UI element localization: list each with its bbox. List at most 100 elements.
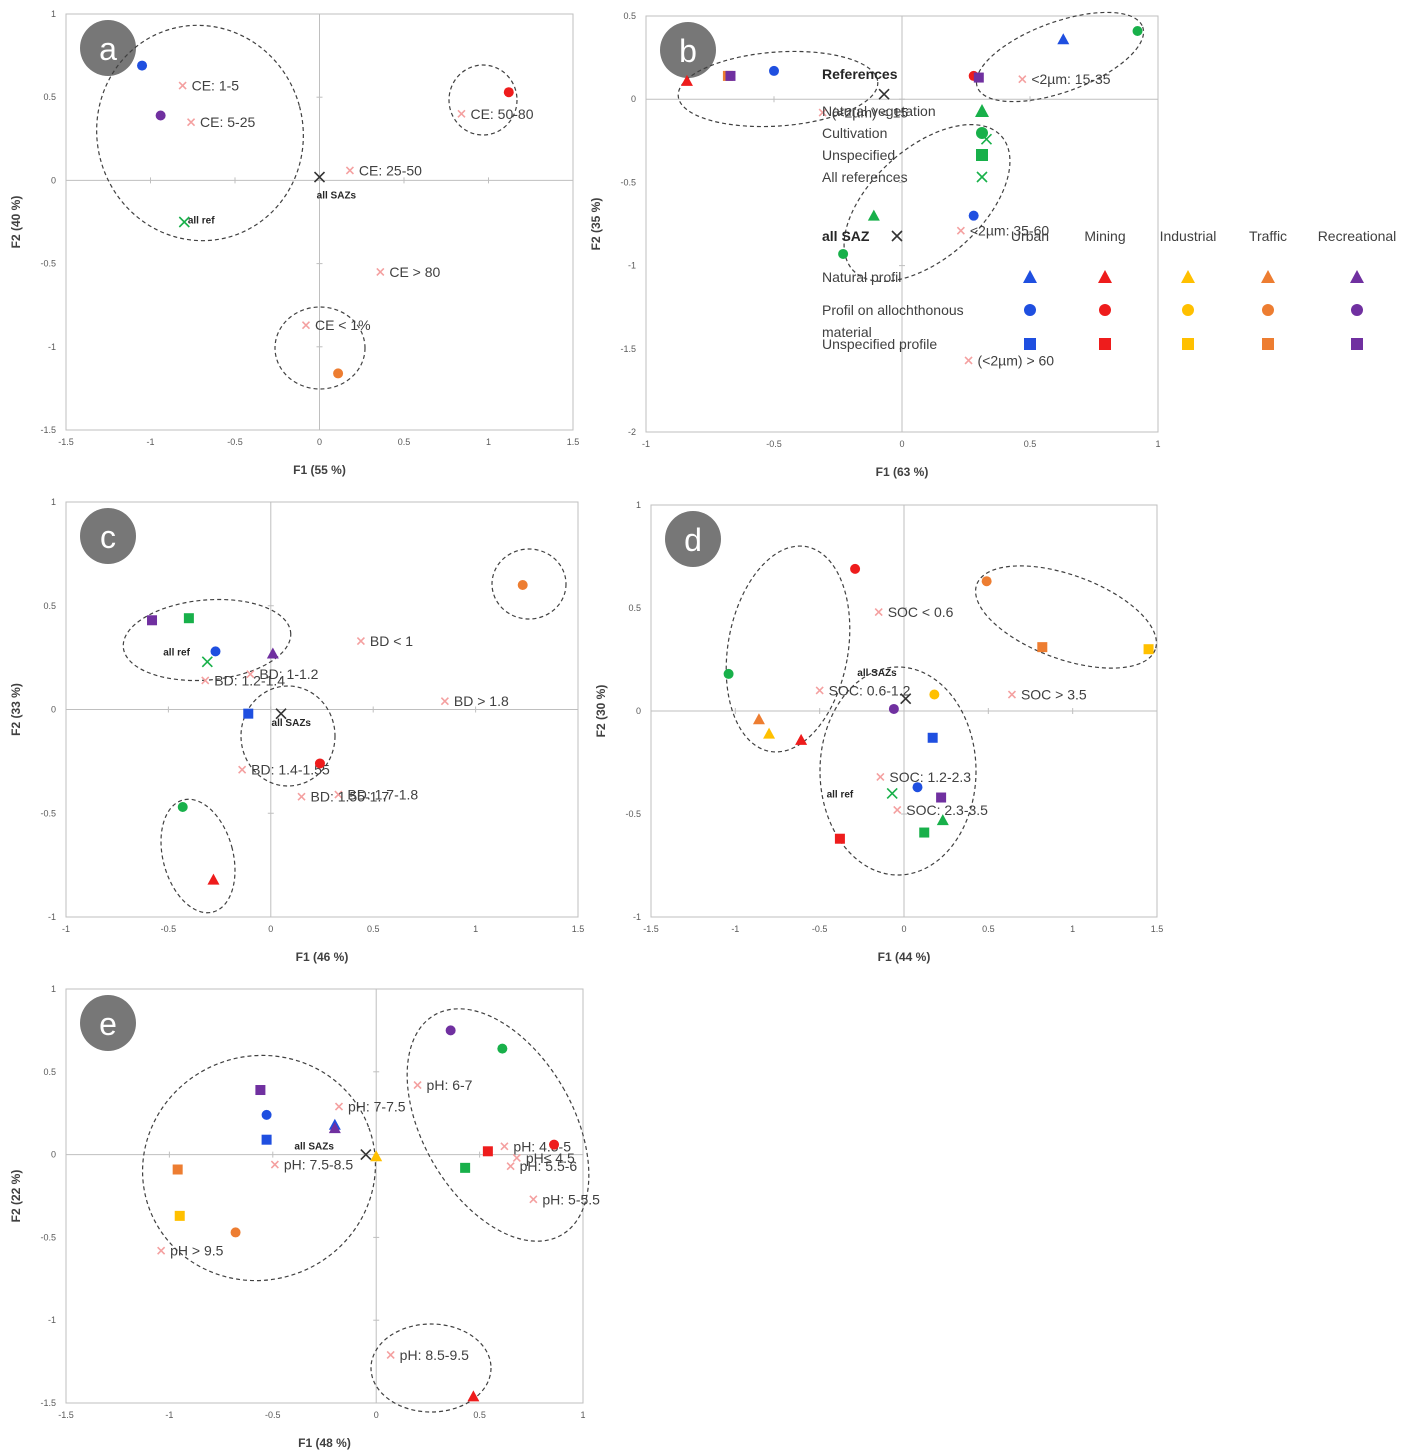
category-label: <2µm: 35-60	[970, 223, 1049, 239]
group-ellipse	[240, 685, 336, 787]
category-label: BD: 1.55-1.7	[311, 789, 390, 805]
y-tick-label: -1	[48, 1315, 56, 1325]
x-tick-label: 0	[901, 924, 906, 934]
category-marker	[500, 1142, 509, 1151]
point-references-circle	[177, 802, 188, 813]
legend-reference-marker-circle	[976, 127, 988, 139]
legend-marker-urban-triangle	[1023, 270, 1037, 283]
legend-column-traffic: Traffic	[1249, 228, 1287, 244]
x-tick-label: 0.5	[1024, 439, 1037, 449]
y-tick-label: -1.5	[40, 1398, 56, 1408]
group-ellipse	[406, 1008, 590, 1242]
point-urban-circle	[912, 782, 923, 793]
x-axis-title: F1 (44 %)	[878, 950, 931, 964]
category-label: SOC: 0.6-1.2	[829, 682, 911, 698]
panel-badge	[80, 20, 136, 76]
category-label: BD: 1.2-1.4	[214, 672, 285, 688]
point-urban-circle	[137, 60, 148, 71]
category-label: pH≤ 4.5	[526, 1150, 575, 1166]
x-tick-label: -1	[642, 439, 650, 449]
x-tick-label: -0.5	[227, 437, 243, 447]
small-label: all SAZs	[294, 1142, 334, 1153]
small-label: all ref	[163, 648, 190, 659]
category-label: (<2µm) > 60	[978, 352, 1055, 368]
point-urban-square	[261, 1134, 272, 1145]
legend-column-mining: Mining	[1084, 228, 1125, 244]
panel-letter: e	[99, 1006, 117, 1042]
category-marker	[1018, 75, 1027, 84]
y-tick-label: 0.5	[623, 11, 636, 21]
group-ellipse	[160, 798, 236, 914]
x-tick-label: -0.5	[812, 924, 828, 934]
y-tick-label: -0.5	[40, 808, 56, 818]
legend-marker-mining-circle	[1099, 304, 1111, 316]
x-tick-label: 1	[1070, 924, 1075, 934]
category-marker	[815, 686, 824, 695]
category-marker	[893, 805, 902, 814]
category-marker	[506, 1162, 515, 1171]
point-references-triangle	[867, 209, 880, 221]
small-label: all SAZs	[272, 718, 312, 729]
point-mining-square	[834, 833, 845, 844]
legend-references-title: References	[822, 66, 898, 82]
legend-saz-marker	[891, 230, 903, 242]
x-axis-title: F1 (46 %)	[296, 950, 349, 964]
point-industrial-triangle	[763, 727, 776, 739]
legend-marker-recreational-triangle	[1350, 270, 1364, 283]
y-tick-label: 0	[636, 706, 641, 716]
category-label: pH: 7.5-8.5	[284, 1157, 353, 1173]
y-tick-label: 0	[51, 175, 56, 185]
category-label: BD < 1	[370, 633, 413, 649]
x-tick-label: 1	[1155, 439, 1160, 449]
x-tick-label: 0	[374, 1410, 379, 1420]
x-tick-label: 1	[486, 437, 491, 447]
point-industrial-square	[174, 1210, 185, 1221]
point-traffic-circle	[230, 1227, 241, 1238]
point-references-circle	[1132, 25, 1143, 36]
category-label: SOC: 1.2-2.3	[889, 769, 971, 785]
y-axis-title: F2 (35 %)	[589, 198, 603, 251]
legend-reference-label: Unspecified	[822, 147, 895, 163]
group-ellipse	[975, 11, 1145, 103]
point-urban-triangle	[1057, 33, 1070, 45]
category-label: BD: 1.4-1.55	[251, 762, 330, 778]
point-references-circle	[838, 248, 849, 259]
category-label: <2µm: 15-35	[1031, 71, 1110, 87]
panel-letter: a	[99, 31, 117, 67]
point-references-circle	[497, 1043, 508, 1054]
y-tick-label: 0	[51, 1150, 56, 1160]
group-ellipse	[491, 548, 567, 620]
category-label: CE: 5-25	[200, 114, 255, 130]
category-marker	[512, 1153, 521, 1162]
category-marker	[334, 790, 343, 799]
point-mining-circle	[549, 1139, 560, 1150]
category-marker	[238, 765, 247, 774]
category-marker	[529, 1195, 538, 1204]
y-tick-label: -0.5	[620, 177, 636, 187]
point-references-x	[201, 656, 213, 668]
group-ellipse	[370, 1323, 492, 1413]
x-tick-label: -1	[731, 924, 739, 934]
point-urban-circle	[968, 210, 979, 221]
category-marker	[178, 81, 187, 90]
point-references-x	[178, 216, 190, 228]
category-marker	[440, 697, 449, 706]
category-marker	[874, 608, 883, 617]
legend-reference-label: Natural vegetation	[822, 103, 936, 119]
point-mining-triangle	[467, 1390, 480, 1402]
legend: References Natural vegetation Cultivation U…	[822, 66, 1396, 352]
legend-marker-mining-square	[1099, 338, 1111, 350]
legend-marker-urban-circle	[1024, 304, 1036, 316]
x-axis-title: F1 (55 %)	[293, 463, 346, 477]
category-label: SOC: 2.3-3.5	[906, 802, 988, 818]
group-ellipse	[974, 565, 1158, 669]
category-marker	[157, 1246, 166, 1255]
y-tick-label: 0	[631, 94, 636, 104]
category-label: CE: 1-5	[192, 78, 240, 94]
category-marker	[246, 670, 255, 679]
y-tick-label: -1	[628, 261, 636, 271]
point-urban-circle	[769, 65, 779, 76]
point-recreational-circle	[888, 703, 899, 714]
point-references-square	[919, 827, 930, 838]
